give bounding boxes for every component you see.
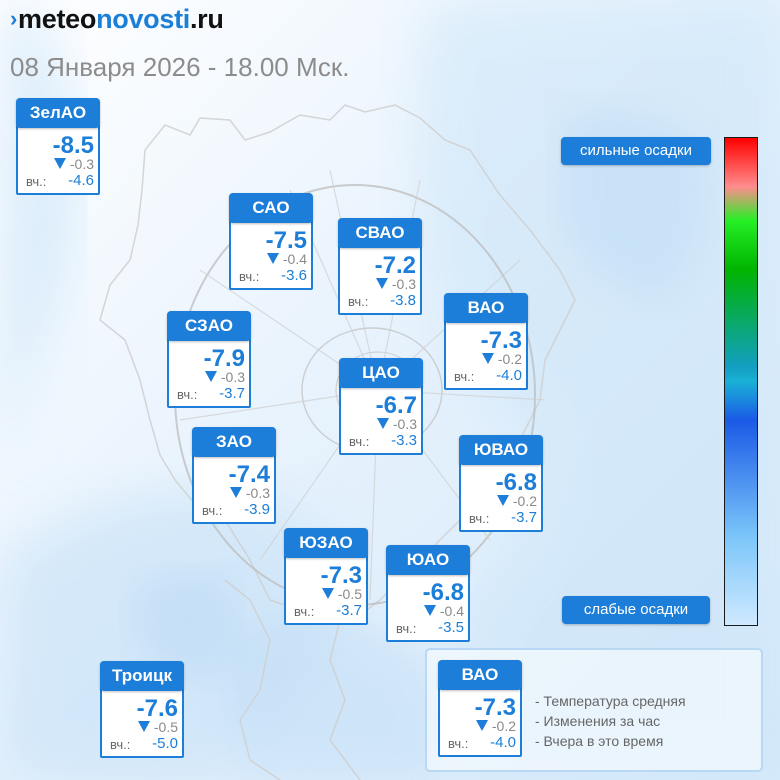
district-label: СЗАО: [167, 311, 251, 341]
legend-yesterday-value: -4.0: [490, 734, 516, 751]
yesterday-label: вч.:: [349, 434, 370, 449]
avg-temperature: -7.3: [320, 562, 362, 589]
avg-temperature: -8.5: [52, 132, 94, 159]
district-body: -7.5 -0.4 вч.: -3.6: [229, 219, 313, 290]
avg-temperature: -6.8: [495, 469, 537, 496]
hourly-change: -0.3: [220, 369, 245, 385]
down-triangle-icon: [205, 371, 217, 382]
district-label: СВАО: [338, 218, 422, 248]
precipitation-scale-bar: [724, 137, 758, 626]
down-triangle-icon: [497, 495, 509, 506]
hourly-change: -0.3: [392, 416, 417, 432]
site-logo[interactable]: ›meteonovosti.ru: [10, 4, 224, 34]
yesterday-label: вч.:: [454, 369, 475, 384]
avg-temperature: -7.9: [203, 345, 245, 372]
hourly-change: -0.2: [497, 351, 522, 367]
avg-temperature: -7.5: [265, 227, 307, 254]
avg-temperature: -6.8: [422, 579, 464, 606]
down-triangle-icon: [476, 720, 488, 731]
yesterday-value: -4.6: [68, 172, 94, 189]
legend-hourly-change: -0.2: [491, 718, 516, 734]
district-body: -8.5 -0.3 вч.: -4.6: [16, 124, 100, 195]
district-label: ЮАО: [386, 545, 470, 575]
district-body: -7.3 -0.2 вч.: -4.0: [444, 319, 528, 390]
legend-example-label: ВАО: [438, 660, 522, 690]
logo-arrow-icon: ›: [10, 6, 18, 31]
light-precip-label: слабые осадки: [562, 596, 710, 624]
legend-avg-temperature: -7.3: [474, 694, 516, 721]
district-body: -6.8 -0.4 вч.: -3.5: [386, 571, 470, 642]
yesterday-label: вч.:: [177, 387, 198, 402]
down-triangle-icon: [267, 253, 279, 264]
legend-item-hourly-change: - Изменения за час: [535, 713, 661, 729]
yesterday-value: -3.9: [244, 501, 270, 518]
district-body: -6.7 -0.3 вч.: -3.3: [339, 384, 423, 455]
legend-yesterday-label: вч.:: [448, 736, 469, 751]
down-triangle-icon: [54, 158, 66, 169]
legend-items: - Температура средняя - Изменения за час…: [535, 691, 686, 751]
district-label: ЗАО: [192, 427, 276, 457]
hourly-change: -0.3: [391, 276, 416, 292]
yesterday-value: -3.7: [219, 385, 245, 402]
district-body: -7.6 -0.5 вч.: -5.0: [100, 687, 184, 758]
district-label: ЮВАО: [459, 435, 543, 465]
down-triangle-icon: [482, 353, 494, 364]
avg-temperature: -6.7: [375, 392, 417, 419]
legend-item-avg-temp: - Температура средняя: [535, 693, 686, 709]
down-triangle-icon: [138, 721, 150, 732]
district-body: -7.3 -0.5 вч.: -3.7: [284, 554, 368, 625]
district-label: ЮЗАО: [284, 528, 368, 558]
hourly-change: -0.2: [512, 493, 537, 509]
yesterday-value: -4.0: [496, 367, 522, 384]
district-body: -7.9 -0.3 вч.: -3.7: [167, 337, 251, 408]
down-triangle-icon: [322, 588, 334, 599]
hourly-change: -0.3: [69, 156, 94, 172]
yesterday-label: вч.:: [26, 174, 47, 189]
district-label: САО: [229, 193, 313, 223]
avg-temperature: -7.4: [228, 461, 270, 488]
district-body: -6.8 -0.2 вч.: -3.7: [459, 461, 543, 532]
district-body: -7.2 -0.3 вч.: -3.8: [338, 244, 422, 315]
yesterday-value: -3.3: [391, 432, 417, 449]
yesterday-value: -3.7: [336, 602, 362, 619]
yesterday-label: вч.:: [202, 503, 223, 518]
district-label: ВАО: [444, 293, 528, 323]
yesterday-value: -3.8: [390, 292, 416, 309]
down-triangle-icon: [376, 278, 388, 289]
down-triangle-icon: [424, 605, 436, 616]
yesterday-label: вч.:: [239, 269, 260, 284]
district-label: ЦАО: [339, 358, 423, 388]
yesterday-label: вч.:: [396, 621, 417, 636]
forecast-datetime: 08 Января 2026 - 18.00 Мск.: [10, 52, 350, 82]
yesterday-value: -5.0: [152, 735, 178, 752]
district-body: -7.4 -0.3 вч.: -3.9: [192, 453, 276, 524]
hourly-change: -0.5: [337, 586, 362, 602]
yesterday-label: вч.:: [469, 511, 490, 526]
yesterday-label: вч.:: [110, 737, 131, 752]
down-triangle-icon: [230, 487, 242, 498]
district-label: ЗелАО: [16, 98, 100, 128]
yesterday-value: -3.5: [438, 619, 464, 636]
yesterday-value: -3.6: [281, 267, 307, 284]
avg-temperature: -7.2: [374, 252, 416, 279]
hourly-change: -0.3: [245, 485, 270, 501]
yesterday-label: вч.:: [294, 604, 315, 619]
legend-item-yesterday: - Вчера в это время: [535, 733, 664, 749]
hourly-change: -0.5: [153, 719, 178, 735]
avg-temperature: -7.6: [136, 695, 178, 722]
avg-temperature: -7.3: [480, 327, 522, 354]
yesterday-label: вч.:: [348, 294, 369, 309]
heavy-precip-label: сильные осадки: [561, 137, 711, 165]
down-triangle-icon: [377, 418, 389, 429]
hourly-change: -0.4: [439, 603, 464, 619]
hourly-change: -0.4: [282, 251, 307, 267]
yesterday-value: -3.7: [511, 509, 537, 526]
legend-example-body: -7.3 -0.2 вч.: -4.0: [438, 686, 522, 757]
district-label: Троицк: [100, 661, 184, 691]
